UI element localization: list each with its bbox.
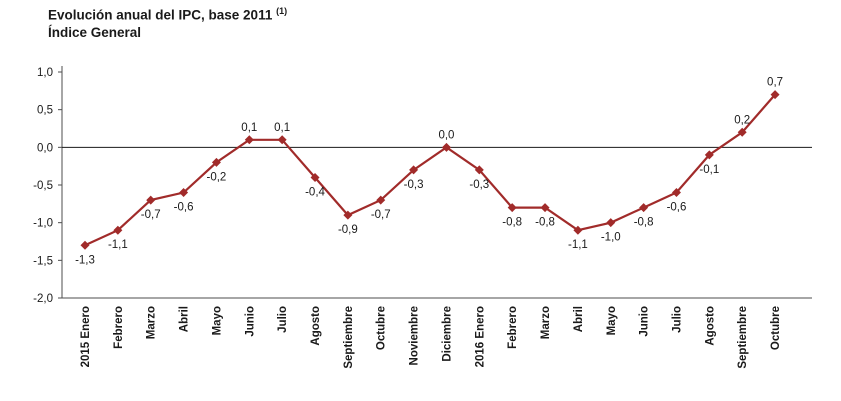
x-tick-label: Mayo — [606, 306, 618, 335]
chart-title-note: (1) — [276, 6, 288, 16]
data-point-label: -0,7 — [141, 209, 161, 221]
x-tick-label: Agosto — [704, 306, 716, 346]
data-point-marker — [113, 225, 123, 235]
x-tick-label: Septiembre — [343, 306, 355, 369]
x-tick-label: Noviembre — [409, 306, 421, 365]
y-tick-label: 0,5 — [37, 105, 53, 117]
data-point-marker — [244, 135, 254, 145]
data-point-marker — [211, 157, 221, 167]
x-tick-label: 2016 Enero — [474, 306, 486, 367]
x-tick-label: Octubre — [376, 306, 388, 350]
data-point-label: -0,9 — [338, 224, 358, 236]
data-point-label: -1,1 — [108, 239, 128, 251]
y-tick-label: 0,0 — [37, 142, 53, 154]
data-point-label: -1,1 — [568, 239, 588, 251]
data-point-label: -0,1 — [699, 164, 719, 176]
data-point-label: 0,0 — [438, 129, 454, 141]
data-point-marker — [277, 135, 287, 145]
data-point-marker — [639, 203, 649, 213]
x-tick-label: Agosto — [310, 306, 322, 346]
data-point-marker — [441, 142, 451, 152]
x-tick-label: Marzo — [540, 306, 552, 339]
data-point-marker — [671, 188, 681, 198]
data-point-label: -0,6 — [667, 202, 687, 214]
data-point-marker — [737, 127, 747, 137]
x-tick-label: Julio — [277, 306, 289, 333]
x-tick-label: Septiembre — [737, 306, 749, 369]
y-tick-label: -1,0 — [33, 218, 53, 230]
data-point-marker — [770, 90, 780, 100]
data-point-marker — [146, 195, 156, 205]
data-point-label: -0,8 — [502, 217, 522, 229]
x-tick-label: Junio — [639, 306, 651, 337]
y-tick-label: 1,0 — [37, 67, 53, 79]
data-point-label: 0,1 — [241, 122, 257, 134]
data-point-marker — [376, 195, 386, 205]
data-point-label: -0,4 — [305, 186, 325, 198]
data-point-marker — [507, 203, 517, 213]
data-point-marker — [310, 172, 320, 182]
y-tick-label: -2,0 — [33, 293, 53, 305]
data-point-marker — [343, 210, 353, 220]
x-tick-label: Diciembre — [441, 306, 453, 362]
x-tick-label: Febrero — [507, 306, 519, 349]
x-tick-label: Abril — [573, 306, 585, 332]
x-tick-label: Febrero — [113, 306, 125, 349]
series-line — [84, 93, 776, 247]
data-point-marker — [80, 240, 90, 250]
data-point-marker — [704, 150, 714, 160]
data-point-marker — [474, 165, 484, 175]
data-point-label: -0,6 — [174, 202, 194, 214]
chart-title: Evolución anual del IPC, base 2011 (1) — [48, 6, 287, 24]
chart-title-text: Evolución anual del IPC, base 2011 — [48, 7, 273, 23]
x-tick-label: Octubre — [770, 306, 782, 350]
data-point-marker — [409, 165, 419, 175]
data-point-label: -0,7 — [371, 209, 391, 221]
data-point-label: -0,3 — [404, 179, 424, 191]
data-point-label: -0,8 — [634, 217, 654, 229]
data-point-label: -0,3 — [469, 179, 489, 191]
data-point-label: -0,2 — [207, 171, 227, 183]
data-point-label: 0,7 — [767, 77, 783, 89]
data-point-marker — [606, 218, 616, 228]
data-point-marker — [179, 188, 189, 198]
x-tick-label: 2015 Enero — [80, 306, 92, 367]
data-point-label: -0,8 — [535, 217, 555, 229]
x-tick-label: Julio — [671, 306, 683, 333]
chart-title-block: Evolución anual del IPC, base 2011 (1) Í… — [48, 6, 287, 42]
x-tick-label: Abril — [179, 306, 191, 332]
data-point-label: -1,0 — [601, 232, 621, 244]
data-point-marker — [540, 203, 550, 213]
chart-subtitle: Índice General — [48, 25, 142, 41]
data-point-label: 0,1 — [274, 122, 290, 134]
y-tick-label: -1,5 — [33, 255, 53, 267]
x-tick-label: Marzo — [146, 306, 158, 339]
data-point-marker — [573, 225, 583, 235]
data-point-label: -1,3 — [75, 254, 95, 266]
x-tick-label: Junio — [244, 306, 256, 337]
y-tick-label: -0,5 — [33, 180, 53, 192]
data-point-label: 0,2 — [734, 114, 750, 126]
x-tick-label: Mayo — [211, 306, 223, 335]
